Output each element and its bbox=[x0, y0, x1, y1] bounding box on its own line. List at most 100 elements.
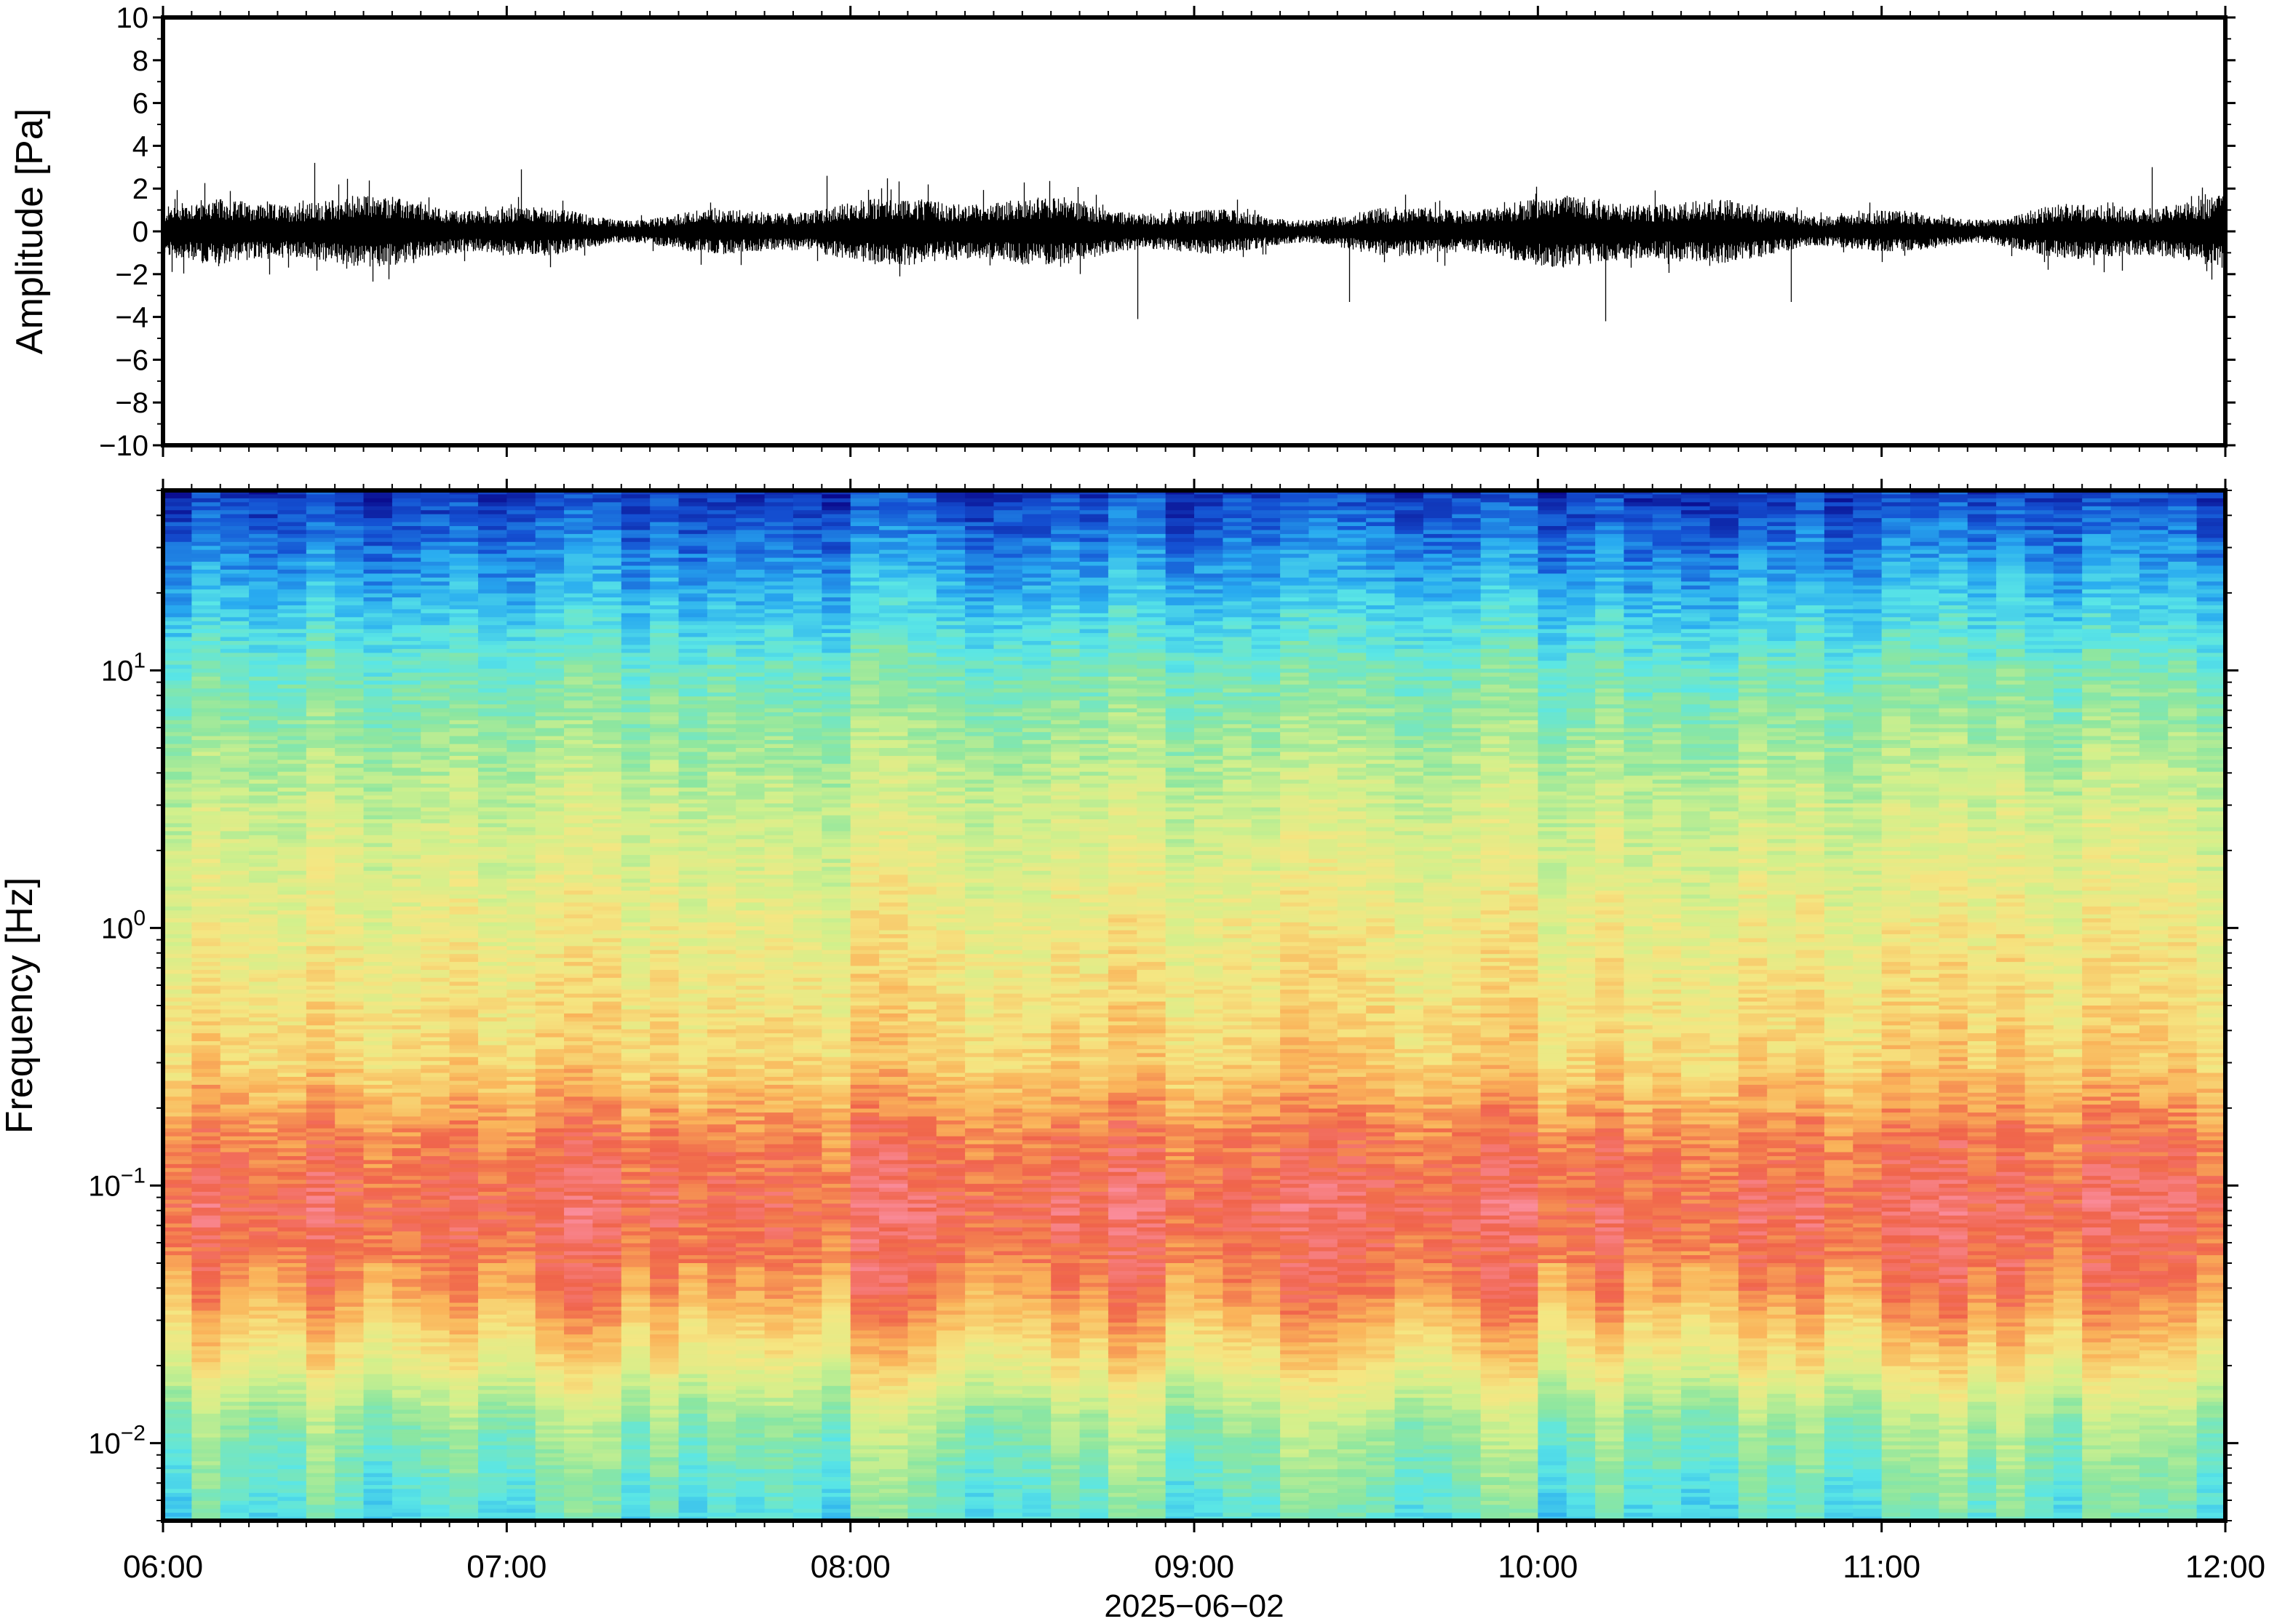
spectrogram-cell bbox=[764, 656, 794, 661]
spectrogram-cell bbox=[1223, 589, 1252, 594]
spectrogram-cell bbox=[220, 661, 250, 666]
spectrogram-cell bbox=[1624, 664, 1653, 669]
spectrogram-cell bbox=[707, 752, 737, 757]
spectrogram-cell bbox=[1652, 541, 1682, 547]
spectrogram-cell bbox=[506, 621, 536, 626]
spectrogram-cell bbox=[993, 533, 1023, 539]
spectrogram-cell bbox=[792, 597, 823, 602]
spectrogram-cell bbox=[678, 661, 708, 666]
spectrogram-cell bbox=[2082, 633, 2112, 638]
spectrogram-cell bbox=[621, 696, 651, 701]
spectrogram-cell bbox=[477, 740, 508, 745]
spectrogram-cell bbox=[792, 502, 823, 507]
spectrogram-cell bbox=[1022, 645, 1052, 650]
spectrogram-cell bbox=[650, 629, 680, 634]
spectrogram-cell bbox=[1566, 514, 1596, 519]
spectrogram-cell bbox=[2110, 601, 2140, 606]
amplitude-y-tick-label: 0 bbox=[132, 216, 148, 248]
spectrogram-cell bbox=[392, 549, 422, 554]
spectrogram-cell bbox=[564, 533, 594, 539]
spectrogram-cell bbox=[249, 669, 279, 674]
spectrogram-cell bbox=[592, 684, 622, 690]
spectrogram-cell bbox=[1824, 684, 1854, 690]
spectrogram-cell bbox=[1366, 541, 1396, 547]
spectrogram-cell bbox=[1108, 609, 1138, 614]
spectrogram-cell bbox=[822, 653, 851, 658]
spectrogram-cell bbox=[1795, 653, 1825, 658]
spectrogram-cell bbox=[736, 633, 766, 638]
spectrogram-cell bbox=[1881, 585, 1911, 590]
spectrogram-cell bbox=[650, 613, 680, 618]
spectrogram-cell bbox=[1137, 656, 1167, 661]
spectrogram-cell bbox=[1108, 557, 1138, 562]
spectrogram-cell bbox=[1910, 549, 1940, 554]
spectrogram-cell bbox=[792, 609, 823, 614]
spectrogram-cell bbox=[1251, 573, 1281, 578]
spectrogram-cell bbox=[764, 565, 794, 570]
spectrogram-cell bbox=[277, 533, 307, 539]
spectrogram-cell bbox=[792, 605, 823, 610]
spectrogram-cell bbox=[1366, 518, 1396, 523]
spectrogram-cell bbox=[993, 648, 1023, 654]
spectrogram-cell bbox=[392, 704, 422, 709]
spectrogram-cell bbox=[1509, 732, 1539, 737]
spectrogram-cell bbox=[1308, 744, 1338, 749]
spectrogram-cell bbox=[535, 724, 565, 729]
spectrogram-cell bbox=[592, 562, 622, 567]
spectrogram-cell bbox=[1767, 645, 1797, 650]
spectrogram-cell bbox=[792, 506, 823, 512]
spectrogram-cell bbox=[1022, 569, 1052, 575]
spectrogram-cell bbox=[1022, 498, 1052, 503]
spectrogram-cell bbox=[1394, 581, 1424, 586]
spectrogram-cell bbox=[1452, 518, 1482, 523]
spectrogram-cell bbox=[506, 498, 536, 503]
spectrogram-cell bbox=[449, 538, 479, 543]
spectrogram-cell bbox=[1223, 740, 1252, 745]
spectrogram-cell bbox=[449, 526, 479, 531]
spectrogram-cell bbox=[850, 696, 880, 701]
spectrogram-cell bbox=[2024, 633, 2054, 638]
spectrogram-cell bbox=[421, 494, 450, 499]
spectrogram-cell bbox=[1051, 648, 1081, 654]
spectrogram-cell bbox=[1079, 506, 1109, 512]
spectrogram-cell bbox=[1795, 522, 1825, 527]
spectrogram-cell bbox=[1824, 661, 1854, 666]
spectrogram-cell bbox=[163, 573, 193, 578]
spectrogram-cell bbox=[736, 688, 766, 693]
spectrogram-cell bbox=[1853, 514, 1883, 519]
spectrogram-cell bbox=[993, 732, 1023, 737]
spectrogram-cell bbox=[1738, 656, 1768, 661]
spectrogram-cell bbox=[392, 633, 422, 638]
spectrogram-cell bbox=[1165, 680, 1195, 685]
spectrogram-cell bbox=[764, 522, 794, 527]
spectrogram-cell bbox=[621, 589, 651, 594]
spectrogram-cell bbox=[936, 597, 966, 602]
spectrogram-cell bbox=[1308, 732, 1338, 737]
spectrogram-cell bbox=[2196, 708, 2225, 713]
spectrogram-cell bbox=[1452, 625, 1482, 630]
spectrogram-cell bbox=[879, 498, 909, 503]
spectrogram-cell bbox=[1223, 494, 1252, 499]
spectrogram-cell bbox=[1853, 510, 1883, 515]
spectrogram-cell bbox=[1595, 573, 1625, 578]
spectrogram-cell bbox=[621, 533, 651, 539]
spectrogram-cell bbox=[421, 688, 450, 693]
spectrogram-cell bbox=[1910, 629, 1940, 634]
spectrogram-cell bbox=[879, 752, 909, 757]
spectrogram-cell bbox=[1223, 585, 1252, 590]
spectrogram-cell bbox=[2139, 605, 2169, 610]
spectrogram-cell bbox=[792, 720, 823, 725]
spectrogram-cell bbox=[220, 637, 250, 642]
spectrogram-cell bbox=[449, 609, 479, 614]
spectrogram-cell bbox=[2082, 664, 2112, 669]
spectrogram-cell bbox=[535, 633, 565, 638]
spectrogram-cell bbox=[2168, 629, 2198, 634]
spectrogram-cell bbox=[621, 736, 651, 741]
spectrogram-cell bbox=[1595, 518, 1625, 523]
spectrogram-cell bbox=[1480, 736, 1510, 741]
spectrogram-cell bbox=[1624, 585, 1653, 590]
spectrogram-cell bbox=[1538, 597, 1567, 602]
spectrogram-cell bbox=[335, 530, 365, 535]
spectrogram-cell bbox=[1738, 573, 1768, 578]
spectrogram-cell bbox=[1280, 502, 1310, 507]
